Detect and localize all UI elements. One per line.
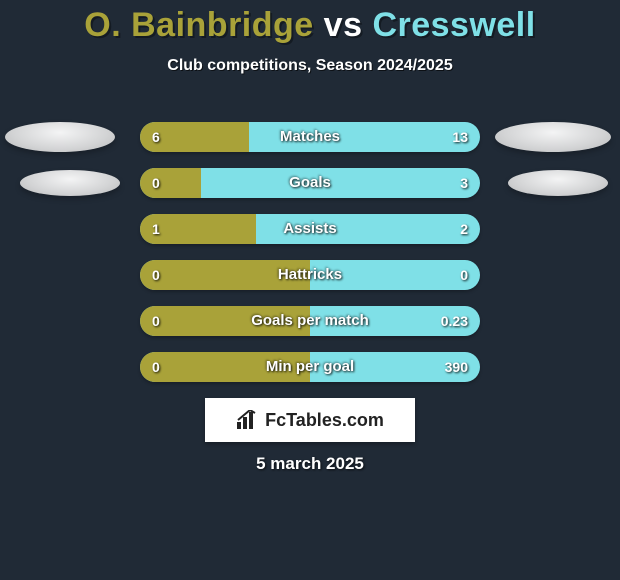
player2-name: Cresswell — [372, 6, 535, 44]
stat-row: 0390Min per goal — [140, 352, 480, 382]
stat-row: 613Matches — [140, 122, 480, 152]
date-text: 5 march 2025 — [0, 454, 620, 474]
stat-row: 00Hattricks — [140, 260, 480, 290]
player1-name: O. Bainbridge — [84, 6, 313, 44]
player-marker-ellipse — [495, 122, 611, 152]
comparison-infographic: O. Bainbridge vs Cresswell Club competit… — [0, 0, 620, 580]
player-marker-ellipse — [20, 170, 120, 196]
stat-label: Goals per match — [140, 306, 480, 336]
stat-label: Assists — [140, 214, 480, 244]
vs-separator: vs — [324, 6, 363, 44]
stat-row: 00.23Goals per match — [140, 306, 480, 336]
stat-label: Matches — [140, 122, 480, 152]
subtitle: Club competitions, Season 2024/2025 — [0, 57, 620, 75]
player-marker-ellipse — [508, 170, 608, 196]
stat-label: Goals — [140, 168, 480, 198]
stat-row: 12Assists — [140, 214, 480, 244]
page-title: O. Bainbridge vs Cresswell — [0, 0, 620, 45]
brand-box: FcTables.com — [205, 398, 415, 442]
stat-row: 03Goals — [140, 168, 480, 198]
stat-label: Hattricks — [140, 260, 480, 290]
brand-text: FcTables.com — [265, 410, 384, 431]
bar-chart-icon — [236, 410, 258, 430]
player-marker-ellipse — [5, 122, 115, 152]
stat-rows: 613Matches 03Goals 12Assists 00Hattricks 00.… — [140, 122, 480, 398]
stat-label: Min per goal — [140, 352, 480, 382]
